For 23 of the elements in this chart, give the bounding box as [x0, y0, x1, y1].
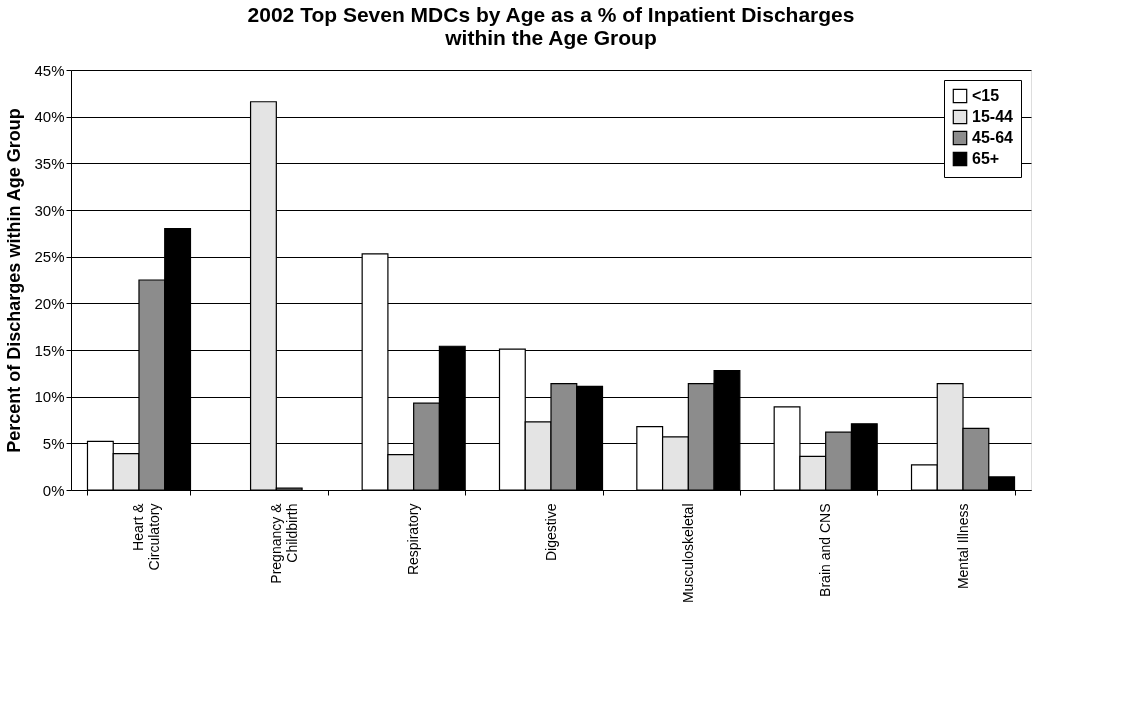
y-tick-label: 0% [42, 481, 65, 499]
y-tick-label: 5% [42, 434, 65, 452]
y-tick-label: 25% [34, 248, 65, 266]
x-tick-label: Heart & Circulatory [130, 502, 163, 571]
legend-label: 15-44 [972, 108, 1014, 125]
x-tick-label: Pregnancy & Childbirth [267, 502, 300, 584]
legend-label: 65+ [972, 150, 1000, 167]
chart-title: 2002 Top Seven MDCs by Age as a % of Inpatient Discharges within the Age Group [247, 3, 855, 49]
y-tick-label: 30% [34, 201, 65, 219]
y-tick-label: 20% [34, 294, 65, 312]
y-tick-label: 15% [34, 341, 65, 359]
legend-label: <15 [972, 87, 1000, 104]
y-tick-label: 45% [34, 61, 65, 79]
legend-label: 45-64 [972, 129, 1014, 146]
x-tick-label: Mental Illness [954, 503, 971, 590]
x-tick-label: Musculoskeletal [679, 503, 696, 604]
y-axis-title: Percent of Discharges within Age Group [4, 108, 25, 453]
y-tick-label: 35% [34, 154, 65, 172]
x-tick-label: Respiratory [405, 503, 422, 576]
y-tick-label: 40% [34, 108, 65, 126]
x-tick-label: Brain and CNS [817, 503, 834, 597]
y-tick-label: 10% [34, 388, 65, 406]
x-tick-label: Digestive [542, 503, 559, 562]
